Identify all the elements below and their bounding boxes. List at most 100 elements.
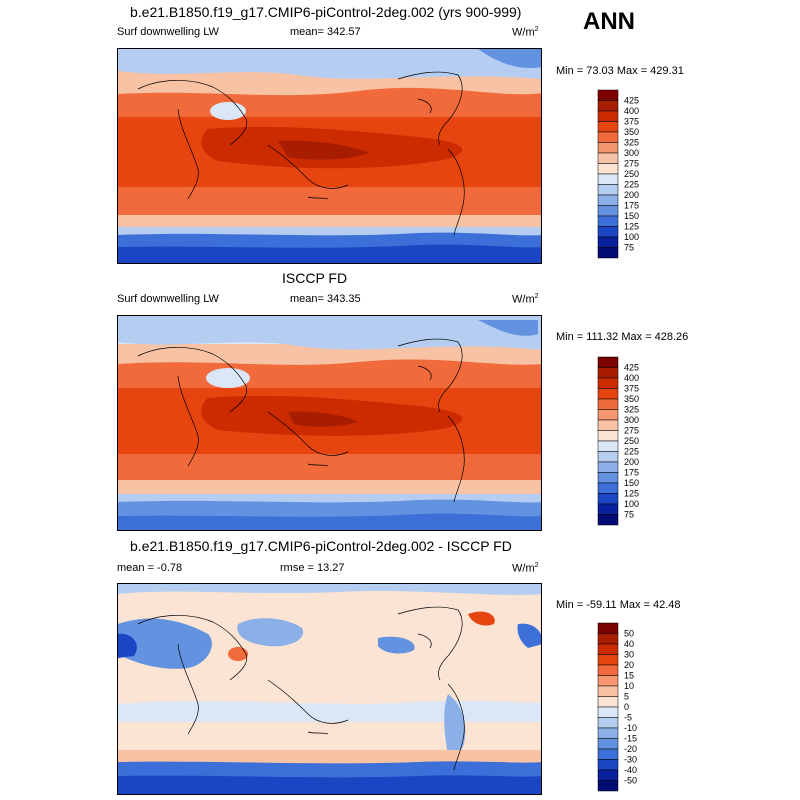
na-pos-bias — [468, 611, 495, 626]
colorbar-label: 325 — [624, 405, 639, 415]
colorbar-label: -20 — [624, 744, 637, 754]
panel-3-title: b.e21.B1850.f19_g17.CMIP6-piControl-2deg… — [130, 538, 512, 554]
colorbar-label: 300 — [624, 415, 639, 425]
panel-1-units-text: W/m — [512, 26, 535, 39]
colorbar-box — [597, 738, 619, 750]
colorbar-box — [597, 121, 619, 133]
coastlines — [137, 338, 465, 503]
atlantic-strong-neg — [118, 633, 137, 658]
colorbar-box — [597, 493, 619, 505]
colorbar-label: 175 — [624, 468, 639, 478]
colorbar-box — [597, 514, 619, 526]
panel-2-units: W/m2 — [512, 293, 539, 306]
colorbar-box — [597, 388, 619, 400]
arctic-bias-patch — [118, 584, 541, 595]
colorbar-label: -30 — [624, 755, 637, 765]
panel-2-map-svg — [118, 316, 541, 530]
colorbar-label: 300 — [624, 148, 639, 158]
panel-3-units-text: W/m — [512, 562, 535, 575]
colorbar-label: 350 — [624, 127, 639, 137]
colorbar-box — [597, 482, 619, 494]
colorbar-box — [597, 205, 619, 217]
panel-1-map — [117, 48, 542, 264]
colorbar-box — [597, 748, 619, 760]
panel-1-map-svg — [118, 49, 541, 263]
colorbar-box — [597, 110, 619, 122]
colorbar-label: 15 — [624, 671, 634, 681]
coastlines — [137, 71, 465, 236]
colorbar-label: 425 — [624, 96, 639, 106]
colorbar-box — [597, 356, 619, 368]
colorbar-label: 5 — [624, 692, 629, 702]
colorbar-box — [597, 440, 619, 452]
pacific-neg-bias — [378, 636, 415, 654]
colorbar-box — [597, 409, 619, 421]
colorbar-label: 50 — [624, 629, 634, 639]
colorbar-box — [597, 398, 619, 410]
colorbar-label: 175 — [624, 201, 639, 211]
colorbar-box — [597, 654, 619, 666]
colorbar-label: -15 — [624, 734, 637, 744]
panel-2-units-exp: 2 — [534, 293, 539, 300]
panel-1-minmax: Min = 73.03 Max = 429.31 — [556, 65, 684, 77]
colorbar-box — [597, 377, 619, 389]
colorbar-label: 325 — [624, 138, 639, 148]
colorbar-label: 150 — [624, 211, 639, 221]
colorbar-label: 75 — [624, 510, 634, 520]
colorbar-label: 125 — [624, 222, 639, 232]
colorbar-box — [597, 622, 619, 634]
colorbar-label: 10 — [624, 681, 634, 691]
colorbar-box — [597, 226, 619, 238]
panel-1-mean-label: mean= 342.57 — [290, 26, 361, 38]
south-ocean-band — [118, 480, 541, 496]
colorbar-box — [597, 675, 619, 687]
colorbar-box — [597, 100, 619, 112]
colorbar-label: 0 — [624, 702, 629, 712]
panel-3-units: W/m2 — [512, 562, 539, 575]
colorbar-label: 30 — [624, 650, 634, 660]
colorbar-box — [597, 430, 619, 442]
south-midlat-band — [118, 454, 541, 482]
antarctic-neg-core — [118, 775, 541, 794]
colorbar-label: 20 — [624, 660, 634, 670]
south-cool-band — [118, 227, 541, 237]
colorbar-box — [597, 461, 619, 473]
arctic-cold-patch — [478, 49, 541, 68]
colorbar-label: 75 — [624, 243, 634, 253]
panel-1-colorbar: 425 400 375 350 325 300 275 250 225 200 175 150 125 1… — [597, 89, 639, 259]
colorbar-label: 200 — [624, 190, 639, 200]
colorbar-label: -5 — [624, 713, 632, 723]
antarctic-core — [118, 244, 541, 263]
antarctic-core — [118, 513, 541, 530]
colorbar-box — [597, 247, 619, 259]
colorbar-box — [597, 194, 619, 206]
panel-2-units-text: W/m — [512, 293, 535, 306]
panel-2-title: ISCCP FD — [282, 270, 348, 286]
panel-2-left-label: Surf downwelling LW — [117, 293, 219, 305]
colorbar-label: 100 — [624, 499, 639, 509]
colorbar-box — [597, 163, 619, 175]
colorbar-box — [597, 780, 619, 792]
south-ocean-pos — [118, 750, 541, 764]
colorbar-box — [597, 769, 619, 781]
colorbar-box — [597, 643, 619, 655]
colorbar-box — [597, 664, 619, 676]
season-label: ANN — [583, 8, 635, 35]
colorbar-label: 425 — [624, 363, 639, 373]
panel-3-colorbar: 50 40 30 20 15 10 5 0 -5 -10 -15 -20 -30 -40 -50 — [597, 622, 637, 792]
colorbar-label: 275 — [624, 426, 639, 436]
panel-1-units: W/m2 — [512, 26, 539, 39]
colorbar-label: -10 — [624, 723, 637, 733]
colorbar-box — [597, 131, 619, 143]
colorbar-label: 400 — [624, 373, 639, 383]
south-ocean-band — [118, 215, 541, 229]
colorbar-box — [597, 451, 619, 463]
andes-neg-bias — [444, 694, 466, 757]
panel-3-units-exp: 2 — [534, 562, 539, 569]
colorbar-box — [597, 89, 619, 101]
east-neg-bias — [517, 623, 541, 648]
panel-1-units-exp: 2 — [534, 26, 539, 33]
colorbar-label: 350 — [624, 394, 639, 404]
colorbar-box — [597, 419, 619, 431]
